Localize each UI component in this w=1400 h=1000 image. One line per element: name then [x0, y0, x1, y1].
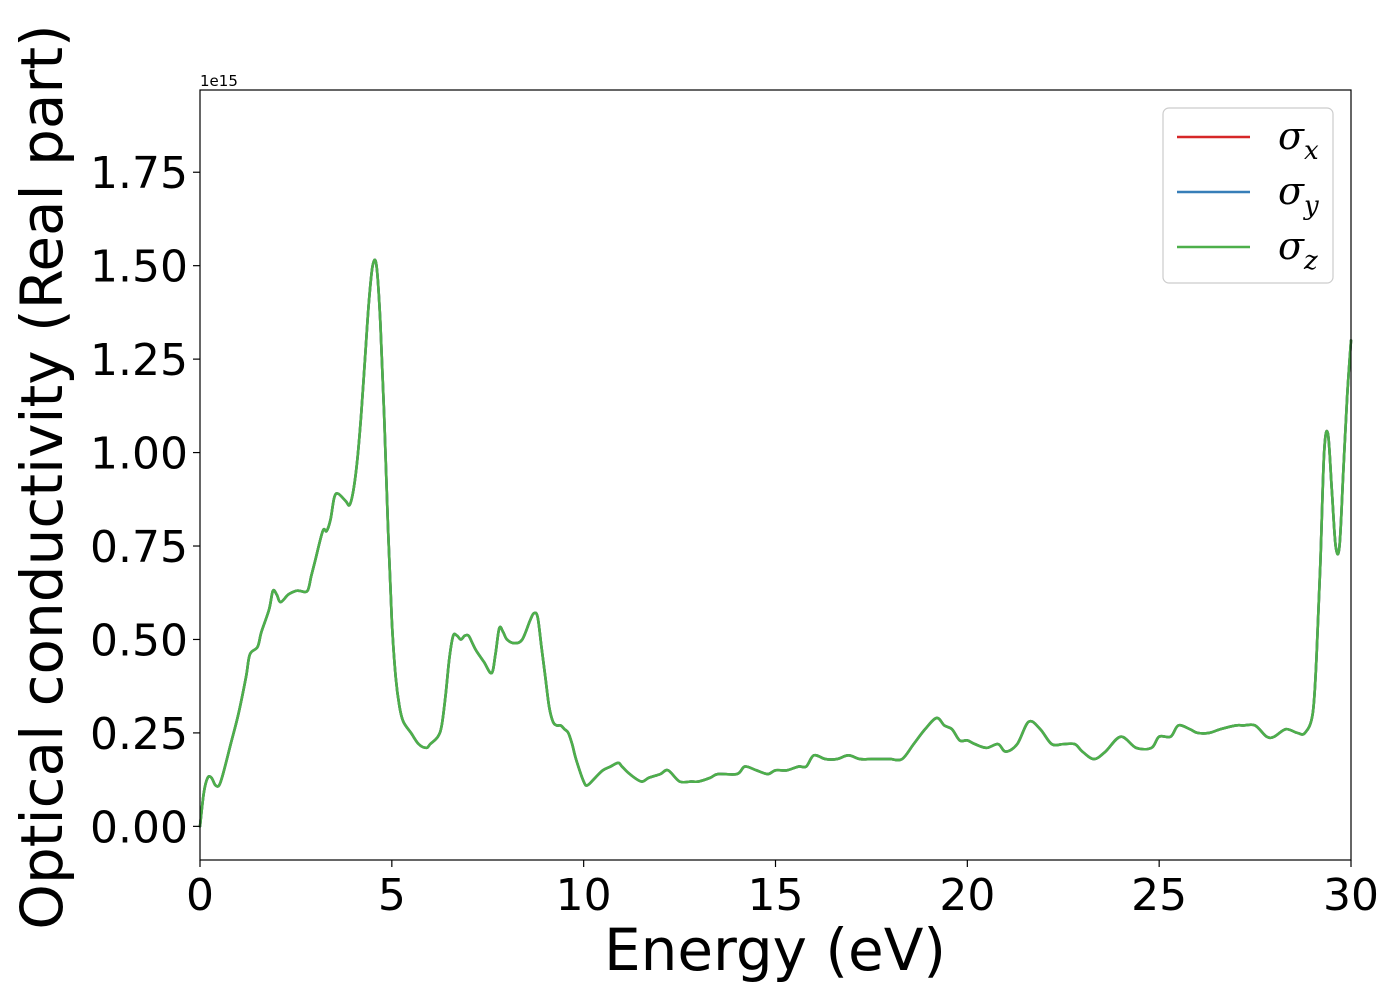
y-offset-label: 1e15	[200, 72, 238, 90]
y-tick-label: 0.50	[90, 615, 188, 666]
series-line-sigma-x	[198, 258, 1353, 828]
legend-label-sigma-z: σz	[1278, 224, 1318, 276]
y-tick-label: 0.25	[90, 709, 188, 760]
y-tick-label: 1.75	[90, 148, 188, 199]
y-tick-label: 1.25	[90, 335, 188, 386]
legend-label-sigma-x: σx	[1278, 114, 1319, 166]
x-tick-label: 25	[1131, 870, 1187, 921]
legend-symbol: σ	[1278, 114, 1305, 158]
legend-symbol: σ	[1278, 169, 1305, 213]
legend-box	[1162, 107, 1334, 284]
series-line-sigma-z	[198, 258, 1353, 828]
legend-label-sigma-y: σy	[1278, 169, 1319, 221]
y-axis-title: Optical conductivity (Real part)	[8, 24, 76, 929]
x-axis-title: Energy (eV)	[604, 916, 946, 984]
y-tick-label: 0.00	[90, 802, 188, 853]
y-tick-label: 1.00	[90, 429, 188, 480]
x-tick-label: 30	[1323, 870, 1379, 921]
y-tick-label: 1.50	[90, 242, 188, 293]
x-tick-label: 0	[186, 870, 214, 921]
x-axis: 0 5 10 15 20 25 30	[186, 860, 1379, 921]
y-tick-label: 0.75	[90, 522, 188, 573]
x-tick-label: 5	[378, 870, 406, 921]
x-tick-label: 10	[556, 870, 612, 921]
legend-subscript: y	[1303, 191, 1319, 221]
x-tick-label: 15	[748, 870, 804, 921]
legend-subscript: x	[1304, 136, 1319, 166]
y-axis: 0.00 0.25 0.50 0.75 1.00 1.25 1.50 1.75	[90, 148, 200, 853]
series-line-sigma-y	[198, 258, 1353, 828]
series-layer	[198, 258, 1353, 828]
x-tick-label: 20	[939, 870, 995, 921]
legend-symbol: σ	[1278, 224, 1305, 268]
legend-subscript: z	[1303, 246, 1318, 276]
